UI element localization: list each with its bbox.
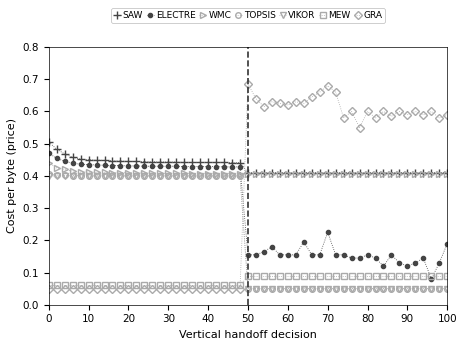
Line: ELECTRE: ELECTRE (44, 149, 450, 283)
MEW (133, 283, 139, 288)
Line: WMC: WMC (45, 160, 450, 177)
WMC (133, 171, 139, 175)
VIKOR (340, 287, 346, 291)
SAW (340, 171, 346, 175)
VIKOR (444, 287, 449, 291)
TOPSIS (46, 172, 51, 176)
MEW (316, 274, 322, 279)
TOPSIS (244, 287, 250, 291)
ELECTRE (436, 261, 441, 265)
WMC (173, 171, 179, 175)
Line: GRA: GRA (46, 81, 449, 291)
WMC (165, 171, 171, 175)
TOPSIS (133, 174, 139, 178)
TOPSIS (444, 287, 449, 291)
Legend: SAW, ELECTRE, WMC, TOPSIS, VIKOR, MEW, GRA: SAW, ELECTRE, WMC, TOPSIS, VIKOR, MEW, G… (111, 8, 384, 23)
ELECTRE (173, 164, 179, 168)
SAW (165, 160, 171, 164)
WMC (237, 172, 242, 176)
Line: SAW: SAW (44, 138, 450, 177)
MEW (436, 274, 441, 279)
TOPSIS (436, 287, 441, 291)
TOPSIS (165, 174, 171, 178)
SAW (436, 171, 441, 175)
SAW (46, 140, 51, 144)
Line: TOPSIS: TOPSIS (46, 171, 449, 291)
SAW (244, 171, 250, 175)
VIKOR (133, 174, 139, 178)
VIKOR (316, 287, 322, 291)
GRA (165, 287, 171, 291)
TOPSIS (340, 287, 346, 291)
WMC (46, 161, 51, 165)
WMC (316, 172, 322, 176)
VIKOR (436, 287, 441, 291)
ELECTRE (46, 151, 51, 155)
ELECTRE (332, 253, 338, 257)
ELECTRE (133, 164, 139, 168)
TOPSIS (316, 287, 322, 291)
GRA (133, 287, 139, 291)
MEW (173, 283, 179, 288)
WMC (340, 172, 346, 176)
X-axis label: Vertical handoff decision: Vertical handoff decision (179, 330, 316, 340)
GRA (244, 82, 250, 86)
MEW (46, 283, 51, 288)
Line: MEW: MEW (46, 274, 449, 288)
MEW (340, 274, 346, 279)
Line: VIKOR: VIKOR (46, 173, 449, 291)
GRA (316, 90, 322, 94)
SAW (316, 171, 322, 175)
WMC (444, 172, 449, 176)
ELECTRE (308, 253, 314, 257)
GRA (46, 287, 51, 291)
WMC (436, 172, 441, 176)
MEW (444, 274, 449, 279)
GRA (436, 116, 441, 120)
VIKOR (165, 174, 171, 178)
MEW (244, 274, 250, 279)
VIKOR (173, 174, 179, 178)
GRA (173, 287, 179, 291)
SAW (133, 159, 139, 163)
ELECTRE (444, 242, 449, 246)
TOPSIS (173, 174, 179, 178)
GRA (444, 113, 449, 117)
MEW (165, 283, 171, 288)
GRA (340, 116, 346, 120)
SAW (444, 171, 449, 175)
VIKOR (46, 174, 51, 178)
VIKOR (244, 287, 250, 291)
ELECTRE (428, 277, 433, 281)
ELECTRE (165, 164, 171, 168)
Y-axis label: Cost per byte (price): Cost per byte (price) (7, 118, 17, 234)
SAW (173, 160, 179, 164)
